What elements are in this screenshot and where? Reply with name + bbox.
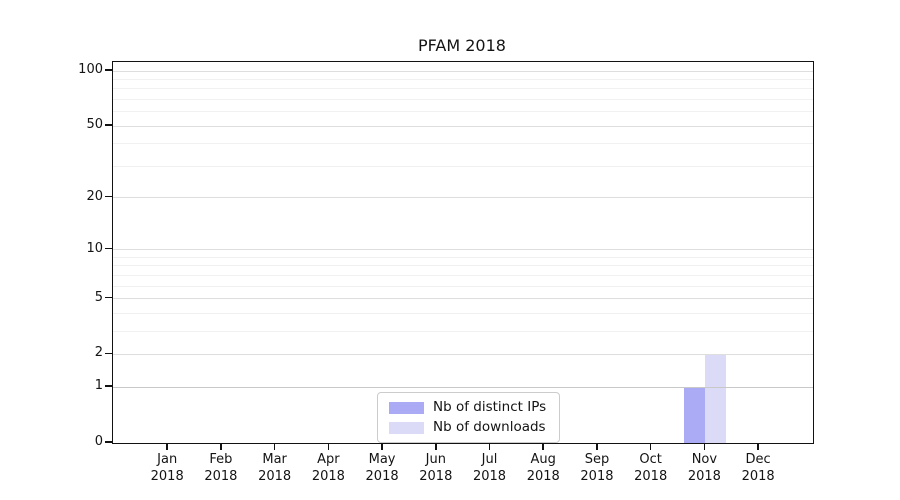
x-tick-label: Feb 2018 <box>176 451 266 485</box>
x-tick <box>273 443 276 450</box>
x-tick-label: Jul 2018 <box>445 451 535 485</box>
x-tick-label-line: 2018 <box>365 469 399 484</box>
y-gridline-minor <box>113 165 813 167</box>
x-tick-label-line: 2018 <box>741 469 775 484</box>
x-tick-label-line: Feb <box>209 452 233 467</box>
x-tick-label: Jan 2018 <box>122 451 212 485</box>
x-tick-label: May 2018 <box>337 451 427 485</box>
legend-label-distinct-ips: Nb of distinct IPs <box>433 399 547 415</box>
y-tick-label: 50 <box>86 117 103 133</box>
x-tick <box>596 443 598 450</box>
bar-nb-of-distinct-ips <box>684 387 706 443</box>
y-tick-label: 20 <box>86 188 103 204</box>
x-tick <box>757 443 759 450</box>
y-tick <box>105 247 112 250</box>
x-tick <box>166 443 168 450</box>
x-tick-label-line: 2018 <box>419 469 453 484</box>
x-tick-label-line: 2018 <box>687 469 721 484</box>
bar-nb-of-downloads <box>705 354 727 443</box>
y-tick <box>105 124 112 126</box>
x-tick <box>542 443 544 450</box>
x-tick-label-line: 2018 <box>204 469 238 484</box>
legend-item-distinct-ips: Nb of distinct IPs <box>389 400 546 415</box>
x-tick-label-line: Oct <box>639 452 662 467</box>
x-tick-label: Aug 2018 <box>498 451 588 485</box>
y-tick <box>105 385 112 387</box>
y-tick <box>105 195 112 198</box>
y-gridline-minor <box>113 78 813 80</box>
x-tick-label: Mar 2018 <box>230 451 320 485</box>
x-tick <box>649 443 652 450</box>
y-gridline-minor <box>113 312 813 314</box>
x-tick-label-line: 2018 <box>258 469 292 484</box>
y-tick-label: 0 <box>94 434 103 449</box>
x-tick-label: Jun 2018 <box>391 451 481 485</box>
x-tick-label-line: Dec <box>745 452 771 467</box>
x-tick-label-line: 2018 <box>634 469 668 484</box>
x-tick-label-line: Mar <box>262 452 287 467</box>
y-gridline-minor <box>113 88 813 90</box>
x-tick <box>703 443 706 450</box>
y-tick-label: 1 <box>94 378 103 394</box>
y-gridline-minor <box>113 285 813 287</box>
plot-area: Nb of distinct IPs Nb of downloads <box>112 61 814 444</box>
y-gridline-minor <box>113 143 813 145</box>
y-gridline-major <box>113 298 813 300</box>
y-gridline-minor <box>113 265 813 267</box>
x-tick-label-line: 2018 <box>311 469 345 484</box>
x-tick <box>381 443 383 450</box>
x-tick-label-line: Nov <box>691 452 718 467</box>
y-gridline-minor <box>113 111 813 113</box>
y-gridline-major <box>113 386 813 388</box>
legend: Nb of distinct IPs Nb of downloads <box>377 392 561 443</box>
x-tick-label: Sep 2018 <box>552 451 642 485</box>
y-gridline-major <box>113 70 813 72</box>
y-gridline-minor <box>113 330 813 332</box>
y-tick <box>105 352 112 355</box>
x-tick-label-line: Apr <box>317 452 340 467</box>
x-tick-label-line: 2018 <box>526 469 560 484</box>
y-gridline-major <box>113 353 813 355</box>
x-tick-label-line: 2018 <box>150 469 184 484</box>
y-tick <box>105 296 112 299</box>
y-tick <box>105 441 112 443</box>
y-tick-label: 100 <box>78 62 103 78</box>
x-tick-label-line: Jan <box>157 452 178 467</box>
y-gridline-minor <box>113 274 813 276</box>
x-tick-label-line: 2018 <box>472 469 507 484</box>
x-tick <box>488 443 491 450</box>
x-tick-label-line: Sep <box>584 452 610 467</box>
y-tick-label: 2 <box>94 345 103 361</box>
y-gridline-major <box>113 249 813 251</box>
x-tick-label-line: 2018 <box>580 469 614 484</box>
x-tick-label: Oct 2018 <box>606 451 696 485</box>
chart-title: PFAM 2018 <box>418 36 506 55</box>
y-gridline-minor <box>113 256 813 258</box>
legend-swatch-distinct-ips-icon <box>389 401 424 414</box>
y-tick-label: 5 <box>94 289 103 305</box>
y-tick <box>105 69 112 71</box>
y-gridline-minor <box>113 98 813 100</box>
legend-item-downloads: Nb of downloads <box>389 420 546 435</box>
x-tick-label-line: Jun <box>425 452 446 467</box>
x-tick <box>435 443 437 450</box>
x-tick <box>327 443 330 450</box>
x-tick-label-line: Jul <box>481 452 498 467</box>
x-tick <box>220 443 222 450</box>
x-tick-label-line: May <box>368 452 396 467</box>
x-tick-label: Apr 2018 <box>283 451 373 485</box>
legend-label-downloads: Nb of downloads <box>433 419 546 435</box>
y-gridline-major <box>113 197 813 199</box>
x-tick-label: Nov 2018 <box>659 451 749 485</box>
y-tick-label: 10 <box>86 240 103 256</box>
x-tick-label-line: Aug <box>530 452 556 467</box>
y-gridline-major <box>113 125 813 127</box>
legend-swatch-downloads-icon <box>389 421 424 434</box>
x-tick-label: Dec 2018 <box>713 451 803 485</box>
